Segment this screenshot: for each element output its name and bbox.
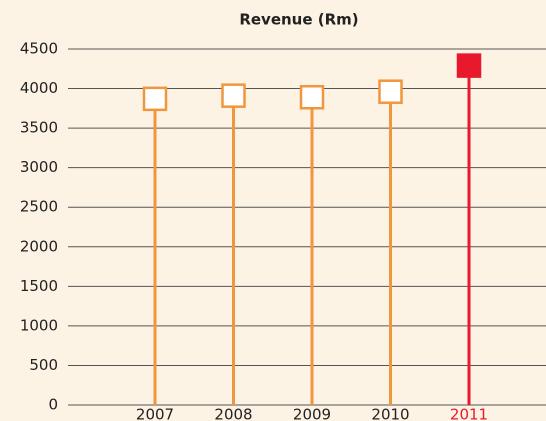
y-tick-label: 2000 <box>20 237 58 255</box>
y-tick-label: 3000 <box>20 158 58 176</box>
x-tick-label: 2008 <box>214 406 252 421</box>
y-tick-label: 3500 <box>20 119 58 137</box>
marker <box>378 79 403 104</box>
marker <box>142 86 168 112</box>
chart-title: Revenue (Rm) <box>239 11 358 29</box>
marker <box>221 83 246 108</box>
y-tick-label: 1000 <box>20 316 58 334</box>
x-tick-label: 2011 <box>450 406 488 421</box>
x-tick-label: 2010 <box>371 406 409 421</box>
y-tick-label: 0 <box>48 396 58 414</box>
x-tick-label: 2007 <box>136 406 174 421</box>
marker <box>456 53 482 78</box>
y-tick-label: 500 <box>29 356 58 374</box>
y-tick-label: 4000 <box>20 79 58 97</box>
x-tick-label: 2009 <box>293 406 331 421</box>
y-tick-label: 2500 <box>20 198 58 216</box>
y-tick-label: 4500 <box>20 40 58 58</box>
marker <box>299 85 325 110</box>
y-tick-label: 1500 <box>20 277 58 295</box>
